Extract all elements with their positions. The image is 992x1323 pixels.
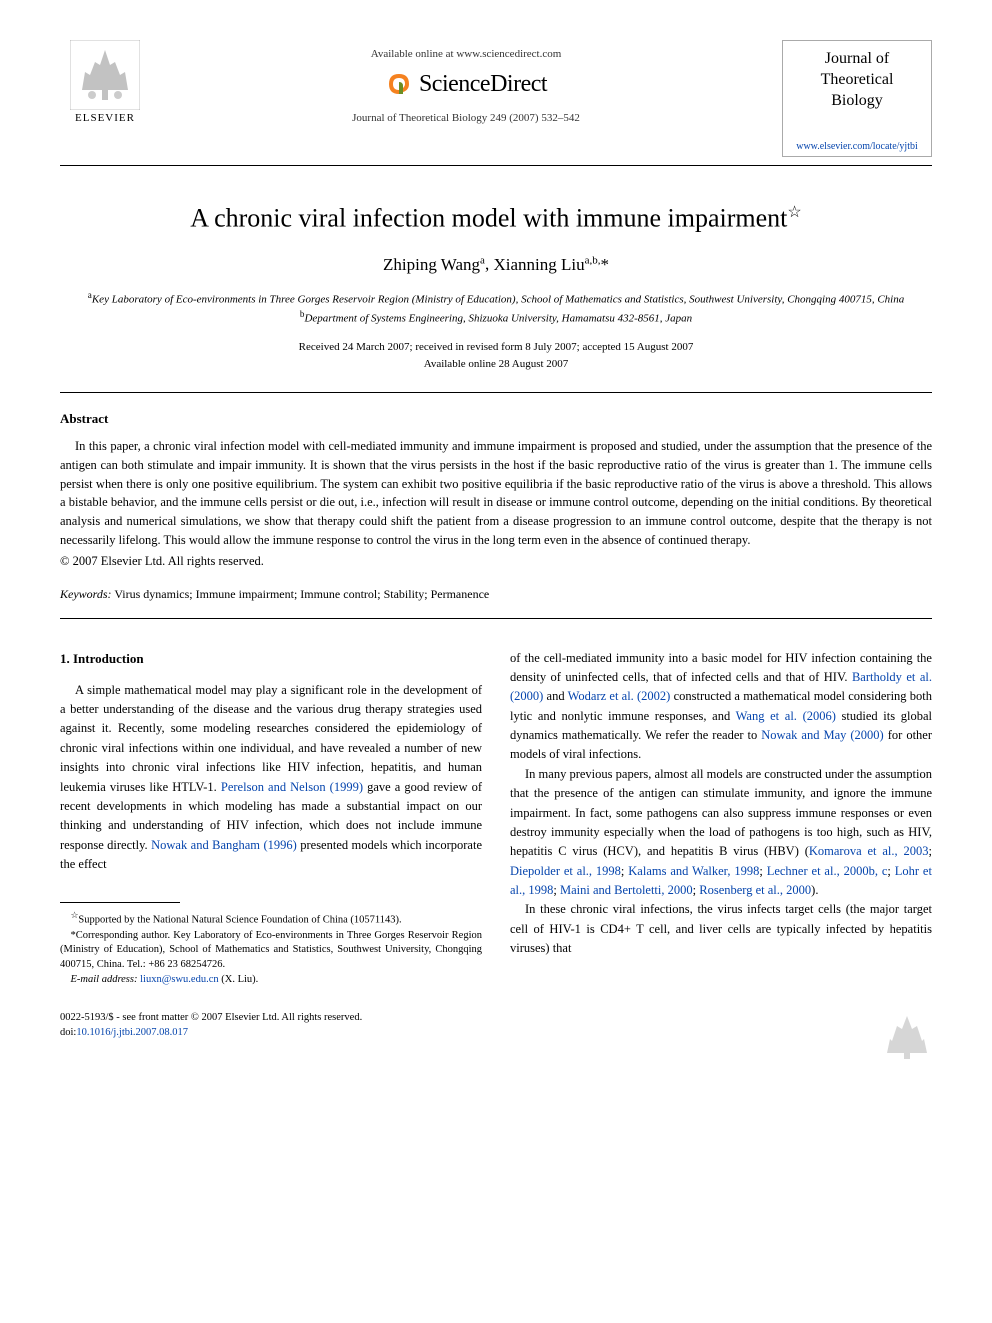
intro-paragraph-2: In many previous papers, almost all mode…: [510, 765, 932, 901]
email-label: E-mail address:: [71, 974, 138, 985]
p1-text-a: A simple mathematical model may play a s…: [60, 683, 482, 794]
header-row: ELSEVIER Available online at www.science…: [60, 40, 932, 157]
journal-box-title: Journal of Theoretical Biology: [787, 49, 927, 111]
elsevier-tree-icon: [70, 40, 140, 110]
abstract-top-rule: [60, 392, 932, 393]
journal-url-link[interactable]: www.elsevier.com/locate/yjtbi: [787, 141, 927, 152]
footnote-separator: [60, 902, 180, 903]
affiliations: aKey Laboratory of Eco-environments in T…: [60, 289, 932, 327]
sciencedirect-brand: ScienceDirect: [150, 70, 782, 98]
abstract-copyright: © 2007 Elsevier Ltd. All rights reserved…: [60, 554, 932, 569]
abstract-heading: Abstract: [60, 411, 932, 427]
cite-wang[interactable]: Wang et al. (2006): [736, 709, 836, 723]
article-dates: Received 24 March 2007; received in revi…: [60, 339, 932, 372]
doi-label: doi:: [60, 1027, 76, 1038]
cite-perelson[interactable]: Perelson and Nelson (1999): [221, 780, 363, 794]
footnote-corresponding-text: Corresponding author. Key Laboratory of …: [60, 930, 482, 970]
footer-row: 0022-5193/$ - see front matter © 2007 El…: [60, 1011, 932, 1061]
footnote-funding: ☆Supported by the National Natural Scien…: [60, 909, 482, 928]
author-2: Xianning Liua,b,*: [493, 255, 609, 274]
authors-line: Zhiping Wanga, Xianning Liua,b,*: [60, 254, 932, 275]
sep3: ;: [759, 864, 766, 878]
sciencedirect-icon: [385, 70, 413, 98]
journal-reference: Journal of Theoretical Biology 249 (2007…: [150, 112, 782, 124]
center-header: Available online at www.sciencedirect.co…: [150, 40, 782, 124]
cite-komarova[interactable]: Komarova et al., 2003: [809, 844, 929, 858]
available-online-text: Available online at www.sciencedirect.co…: [150, 48, 782, 60]
cite-wodarz[interactable]: Wodarz et al. (2002): [568, 689, 671, 703]
header-rule: [60, 165, 932, 166]
footnotes: ☆Supported by the National Natural Scien…: [60, 909, 482, 987]
column-right: of the cell-mediated immunity into a bas…: [510, 649, 932, 988]
abstract-text: In this paper, a chronic viral infection…: [60, 437, 932, 550]
cite-nowak-bangham[interactable]: Nowak and Bangham (1996): [151, 838, 297, 852]
publisher-logo: ELSEVIER: [60, 40, 150, 124]
cite-kalams[interactable]: Kalams and Walker, 1998: [628, 864, 759, 878]
title-note-marker: ☆: [787, 204, 801, 221]
footnote-email: E-mail address: liuxn@swu.edu.cn (X. Liu…: [60, 973, 482, 988]
sep1: ;: [929, 844, 932, 858]
intro-paragraph-1-cont: of the cell-mediated immunity into a bas…: [510, 649, 932, 765]
cite-maini[interactable]: Maini and Bertoletti, 2000: [560, 883, 693, 897]
dates-online: Available online 28 August 2007: [424, 358, 569, 370]
footnote-corresponding: *Corresponding author. Key Laboratory of…: [60, 929, 482, 973]
sep4: ;: [887, 864, 894, 878]
journal-box-line1: Journal of: [825, 50, 889, 67]
cite-nowak-may[interactable]: Nowak and May (2000): [761, 728, 883, 742]
dates-received: Received 24 March 2007; received in revi…: [299, 341, 694, 353]
intro-paragraph-3: In these chronic viral infections, the v…: [510, 900, 932, 958]
footnote-funding-text: Supported by the National Natural Scienc…: [78, 915, 401, 926]
intro-paragraph-1: A simple mathematical model may play a s…: [60, 681, 482, 875]
column-left: 1. Introduction A simple mathematical mo…: [60, 649, 482, 988]
journal-box-line2: Theoretical: [821, 71, 894, 88]
keywords-text: Virus dynamics; Immune impairment; Immun…: [114, 587, 489, 601]
section-1-heading: 1. Introduction: [60, 649, 482, 669]
journal-box-line3: Biology: [831, 92, 883, 109]
p1c-text-b: and: [543, 689, 567, 703]
keywords-label: Keywords:: [60, 587, 112, 601]
issn-line: 0022-5193/$ - see front matter © 2007 El…: [60, 1012, 362, 1023]
keywords-line: Keywords: Virus dynamics; Immune impairm…: [60, 587, 932, 602]
email-link[interactable]: liuxn@swu.edu.cn: [140, 974, 219, 985]
cite-diepolder[interactable]: Diepolder et al., 1998: [510, 864, 621, 878]
affiliation-a: Key Laboratory of Eco-environments in Th…: [92, 293, 904, 305]
publisher-name: ELSEVIER: [75, 112, 135, 124]
abstract-section: Abstract In this paper, a chronic viral …: [60, 411, 932, 569]
sciencedirect-text: ScienceDirect: [419, 71, 547, 98]
article-title: A chronic viral infection model with imm…: [60, 202, 932, 234]
p2-text-b: ).: [811, 883, 818, 897]
elsevier-footer-icon: [882, 1011, 932, 1061]
email-author: (X. Liu).: [221, 974, 258, 985]
affiliation-b: Department of Systems Engineering, Shizu…: [304, 313, 692, 325]
doi-link[interactable]: 10.1016/j.jtbi.2007.08.017: [76, 1027, 188, 1038]
title-text: A chronic viral infection model with imm…: [190, 204, 787, 233]
journal-box: Journal of Theoretical Biology www.elsev…: [782, 40, 932, 157]
cite-lechner[interactable]: Lechner et al., 2000b, c: [767, 864, 888, 878]
journal-box-container: Journal of Theoretical Biology www.elsev…: [782, 40, 932, 157]
abstract-bottom-rule: [60, 618, 932, 619]
footer-left: 0022-5193/$ - see front matter © 2007 El…: [60, 1011, 362, 1061]
body-columns: 1. Introduction A simple mathematical mo…: [60, 649, 932, 988]
cite-rosenberg[interactable]: Rosenberg et al., 2000: [699, 883, 811, 897]
author-1: Zhiping Wanga: [383, 255, 485, 274]
